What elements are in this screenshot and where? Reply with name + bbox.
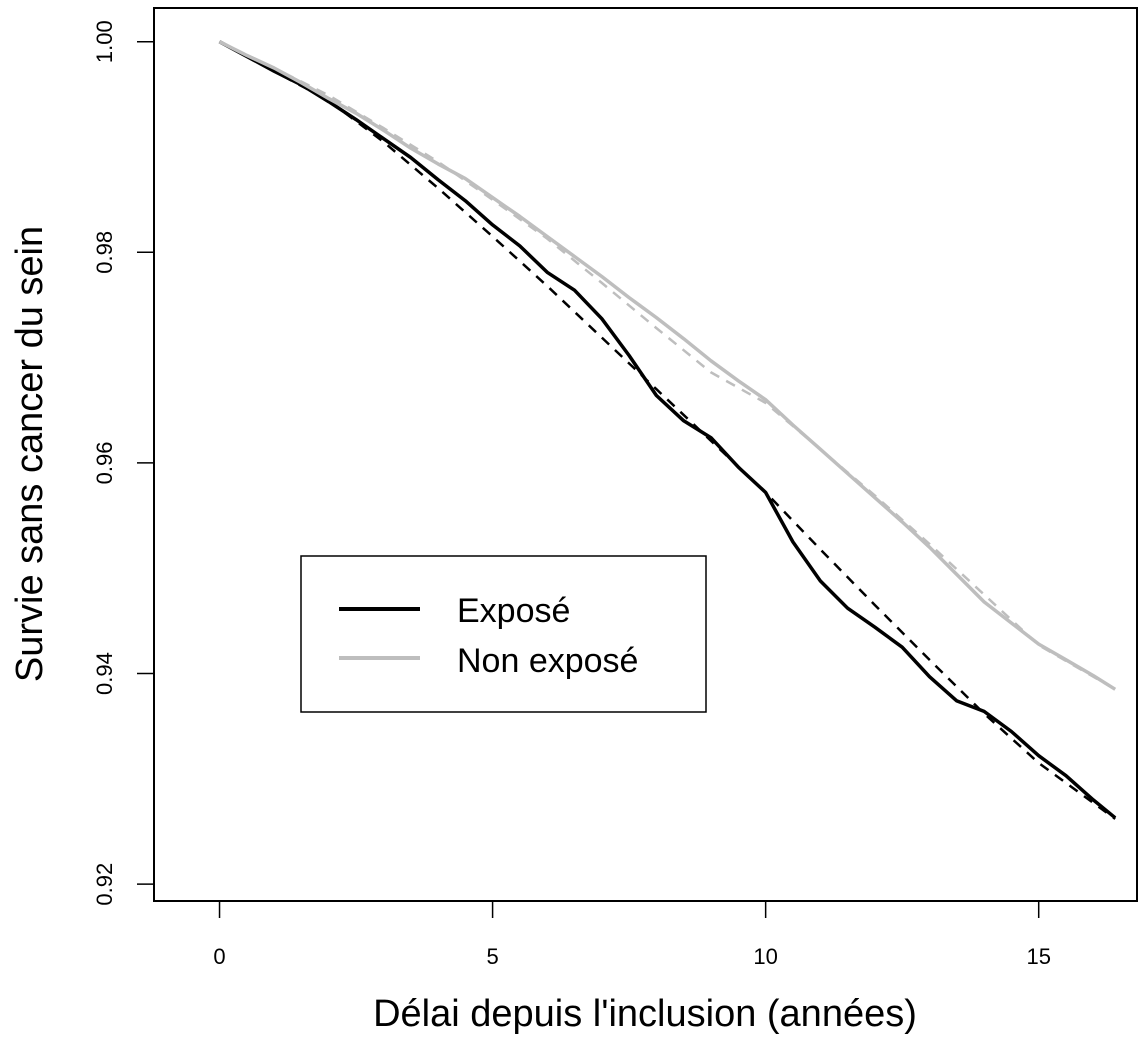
x-tick-label: 15 [1026, 944, 1050, 969]
x-tick-label: 5 [486, 944, 498, 969]
y-tick-label: 0.98 [92, 231, 117, 274]
x-tick-label: 0 [213, 944, 225, 969]
y-tick-label: 0.96 [92, 442, 117, 485]
y-tick-label: 0.92 [92, 863, 117, 906]
plot-frame [153, 7, 1138, 902]
series-line-exposed [218, 40, 1117, 820]
legend-label-exposed: Exposé [457, 592, 570, 630]
x-tick-label: 10 [753, 944, 777, 969]
x-axis: 0 5 10 15 [213, 900, 1051, 969]
y-tick-label: 0.94 [92, 652, 117, 695]
legend-label-nonexposed: Non exposé [457, 642, 638, 680]
x-axis-title: Délai depuis l'inclusion (années) [373, 993, 917, 1035]
y-tick-label: 1.00 [92, 20, 117, 63]
y-axis-title: Survie sans cancer du sein [9, 226, 51, 682]
series-line-nonexposed [218, 40, 1117, 691]
series-layer [218, 40, 1117, 820]
legend-box [300, 555, 707, 713]
legend: Exposé Non exposé [300, 555, 707, 713]
y-axis: 0.92 0.94 0.96 0.98 1.00 [92, 20, 155, 906]
